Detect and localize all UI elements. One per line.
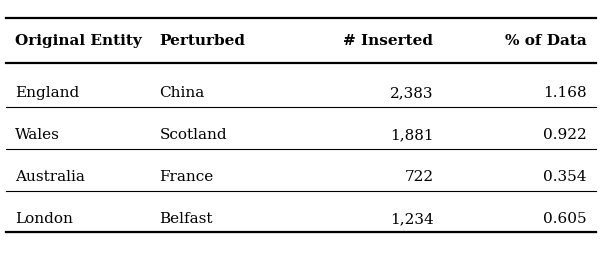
- Text: 1,881: 1,881: [390, 128, 433, 142]
- Text: France: France: [160, 170, 214, 184]
- Text: China: China: [160, 86, 205, 100]
- Text: Australia: Australia: [15, 170, 85, 184]
- Text: % of Data: % of Data: [505, 34, 587, 48]
- Text: London: London: [15, 212, 73, 226]
- Text: England: England: [15, 86, 79, 100]
- Text: 2,383: 2,383: [390, 86, 433, 100]
- Text: # Inserted: # Inserted: [343, 34, 433, 48]
- Text: Original Entity: Original Entity: [15, 34, 142, 48]
- Text: 1.168: 1.168: [544, 86, 587, 100]
- Text: 0.354: 0.354: [544, 170, 587, 184]
- Text: 1,234: 1,234: [389, 212, 433, 226]
- Text: Belfast: Belfast: [160, 212, 213, 226]
- Text: 722: 722: [405, 170, 433, 184]
- Text: 0.922: 0.922: [543, 128, 587, 142]
- Text: Perturbed: Perturbed: [160, 34, 246, 48]
- Text: Scotland: Scotland: [160, 128, 227, 142]
- Text: Wales: Wales: [15, 128, 60, 142]
- Text: 0.605: 0.605: [544, 212, 587, 226]
